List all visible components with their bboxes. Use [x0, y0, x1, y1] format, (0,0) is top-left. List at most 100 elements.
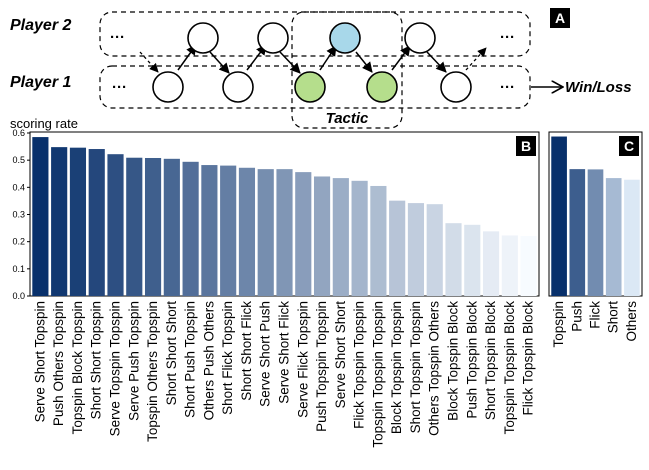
category-label: Topspin Topspin Block — [502, 301, 517, 435]
tactic-diagram: Player 2 Player 1 ··· ··· ··· ··· Tactic — [10, 8, 632, 129]
category-label: Flick — [588, 301, 603, 329]
bar — [313, 176, 331, 296]
stroke-arrow — [319, 45, 337, 71]
y-tick-label: 0.0 — [12, 291, 25, 301]
y-tick-label: 0.4 — [12, 182, 25, 192]
stroke-arrow — [426, 51, 447, 73]
bar — [370, 185, 387, 296]
category-label: Short Topspin Block — [483, 301, 498, 420]
category-label: Serve Short Topspin — [32, 301, 47, 422]
player1-stroke-node — [440, 71, 472, 103]
category-label: Short Topspin Topspin — [408, 301, 423, 433]
category-label: Short Push Topspin — [183, 301, 198, 418]
ellipsis-p1-left: ··· — [112, 79, 127, 96]
category-label: Serve Push Topspin — [126, 301, 141, 421]
bar — [238, 167, 256, 296]
bar — [107, 154, 124, 296]
player2-sequence-box — [99, 11, 531, 57]
category-label: Serve Short Short — [333, 301, 348, 409]
player1-tactic-node — [294, 71, 326, 103]
bar — [332, 178, 349, 296]
chart-c: Topspin Push Flick Short Others C — [548, 131, 643, 348]
player2-tactic-node — [329, 22, 361, 54]
bar — [569, 169, 586, 296]
bar — [426, 204, 443, 296]
ellipsis-p2-left: ··· — [110, 29, 125, 46]
y-tick-label: 0.6 — [12, 128, 25, 138]
bar — [201, 165, 218, 296]
panel-c-badge — [619, 136, 639, 156]
y-tick-label: 0.2 — [12, 237, 25, 247]
bar — [69, 147, 87, 296]
category-label: Flick Topspin Block — [521, 301, 536, 416]
category-label: Short Short Short — [164, 301, 179, 406]
category-label: Push — [569, 301, 584, 332]
category-label: Block Topspin Block — [446, 301, 461, 421]
y-tick-label: 0.3 — [12, 210, 25, 220]
category-label: Short Flick Topspin — [220, 301, 235, 415]
category-label: Short Short Flick — [239, 301, 254, 401]
bar — [389, 200, 406, 296]
bar — [501, 235, 518, 296]
bar — [257, 169, 274, 296]
category-label: Serve Short Flick — [277, 301, 292, 404]
category-label: Others Push Others — [201, 301, 216, 421]
player1-stroke-node — [222, 71, 254, 103]
bar — [182, 161, 199, 296]
category-label: Push Others Topspin — [51, 301, 66, 426]
player2-label: Player 2 — [10, 17, 71, 34]
bar — [464, 224, 481, 296]
category-label: Topspin Block Topspin — [70, 301, 85, 434]
player2-stroke-node — [187, 22, 219, 54]
player2-stroke-node — [257, 22, 289, 54]
panel-a-letter: A — [555, 10, 565, 26]
bar — [587, 169, 604, 296]
category-label: Push Topspin Block — [464, 301, 479, 419]
category-label: Flick Topspin Topspin — [352, 301, 367, 429]
panel-b-badge — [516, 136, 536, 156]
bar — [144, 157, 162, 296]
stroke-arrow — [391, 45, 411, 71]
stroke-arrow — [355, 51, 373, 73]
bar — [126, 157, 143, 296]
category-label: Push Topspin Topspin — [314, 301, 329, 432]
category-label: Others Topspin Others — [427, 301, 442, 436]
category-label: Others — [624, 301, 639, 342]
y-tick-label: 0.5 — [12, 155, 25, 165]
bar — [32, 137, 49, 296]
bar — [605, 178, 622, 296]
bar — [220, 165, 237, 296]
category-label: Short — [606, 301, 621, 334]
stroke-arrow — [139, 51, 159, 73]
category-label: Block Topspin Topspin — [389, 301, 404, 434]
category-label: Serve Flick Topspin — [295, 301, 310, 418]
player2-stroke-node — [404, 22, 436, 54]
stroke-arrow — [465, 47, 487, 71]
player1-stroke-node — [152, 71, 184, 103]
panel-a-badge — [550, 8, 570, 28]
category-label: Topspin Topspin Topspin — [370, 301, 385, 448]
chart-b: scoring rate 0.0 0.1 0.2 0.3 0.4 0.5 0.6 Serve… — [10, 116, 540, 448]
bar — [295, 172, 312, 296]
tactic-label: Tactic — [326, 110, 369, 127]
bar — [276, 169, 293, 296]
bar — [520, 235, 537, 296]
panel-c-letter: C — [624, 138, 634, 154]
panel-b-letter: B — [521, 138, 531, 154]
category-label: Serve Topspin Topspin — [108, 301, 123, 436]
stroke-arrow — [209, 51, 230, 74]
bar — [351, 180, 368, 296]
y-tick-label: 0.1 — [12, 264, 25, 274]
ellipsis-p2-right: ··· — [500, 29, 515, 46]
player1-label: Player 1 — [10, 74, 71, 91]
bar — [482, 231, 500, 296]
bar — [88, 149, 105, 296]
bar — [445, 223, 462, 296]
player1-tactic-node — [366, 71, 398, 103]
category-label: Topspin — [551, 301, 566, 348]
stroke-arrow — [279, 51, 301, 74]
outcome-label: Win/Loss — [565, 79, 632, 96]
bar — [551, 136, 567, 296]
bar — [163, 158, 180, 296]
bar — [624, 179, 640, 296]
